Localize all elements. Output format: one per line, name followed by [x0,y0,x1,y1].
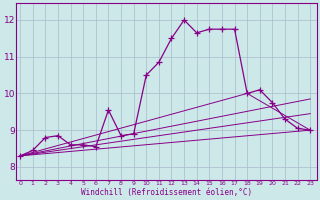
X-axis label: Windchill (Refroidissement éolien,°C): Windchill (Refroidissement éolien,°C) [81,188,252,197]
